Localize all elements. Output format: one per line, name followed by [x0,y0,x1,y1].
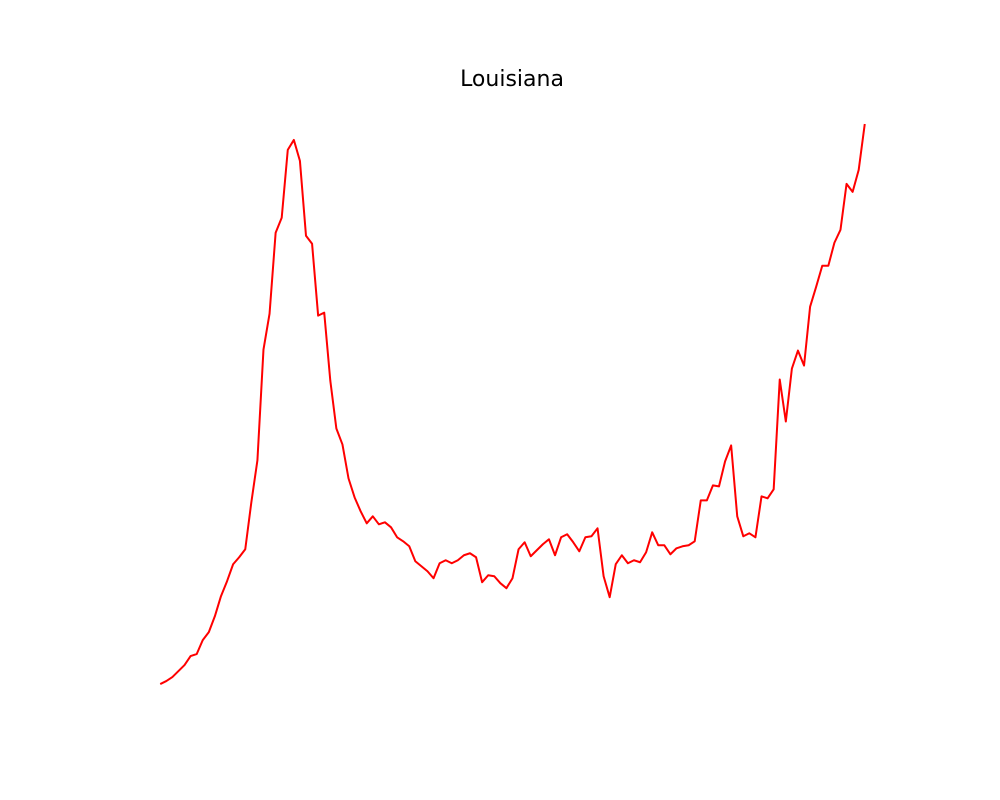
chart-title: Louisiana [460,67,564,92]
data-line [159,123,866,685]
